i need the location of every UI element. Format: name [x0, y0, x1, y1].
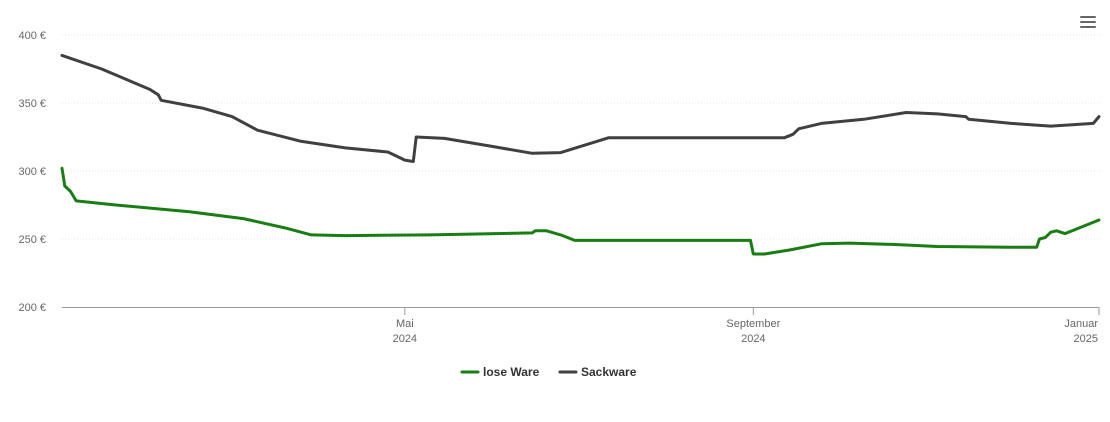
series-line-lose-ware[interactable]	[60, 166, 1101, 256]
x-tick-label-month: Mai	[396, 318, 414, 330]
x-tick-label-year: 2024	[741, 333, 765, 345]
y-axis-labels: 200 € 250 € 300 € 350 € 400 €	[18, 30, 46, 314]
legend[interactable]: lose Ware Sackware	[460, 365, 637, 379]
series-line-sackware[interactable]	[60, 53, 1101, 163]
hamburger-menu-icon[interactable]	[1076, 12, 1100, 32]
y-tick-label: 300 €	[18, 166, 46, 178]
legend-item-lose-ware[interactable]: lose Ware	[460, 365, 540, 379]
legend-label: Sackware	[581, 365, 637, 379]
x-tick-label-month: September	[726, 318, 780, 330]
legend-label: lose Ware	[483, 365, 540, 379]
y-tick-label: 250 €	[18, 234, 46, 246]
x-tick-label-month: Januar	[1064, 318, 1098, 330]
x-tick-label-year: 2024	[393, 333, 417, 345]
y-tick-label: 200 €	[18, 302, 46, 314]
grid-lines	[62, 34, 1101, 240]
series-lines	[60, 53, 1101, 256]
x-axis-labels: Mai 2024 September 2024 Januar 2025	[393, 307, 1100, 345]
y-tick-label: 400 €	[18, 30, 46, 42]
legend-item-sackware[interactable]: Sackware	[558, 365, 637, 379]
x-tick-label-year: 2025	[1074, 333, 1098, 345]
y-tick-label: 350 €	[18, 98, 46, 110]
